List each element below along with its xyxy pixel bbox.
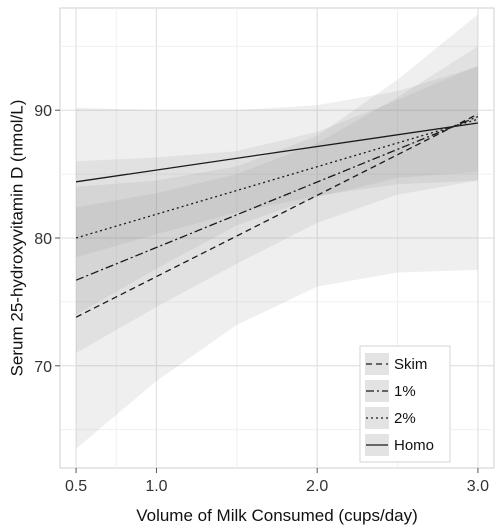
legend: Skim 1% 2% Homo — [359, 345, 451, 463]
y-axis: 70 80 90 — [34, 103, 60, 376]
y-axis-label: Serum 25-hydroxyvitamin D (nmol/L) — [7, 100, 26, 377]
confidence-bands — [76, 14, 478, 449]
plot-panel — [59, 7, 495, 469]
x-tick-label: 1.0 — [145, 478, 167, 495]
confidence-band-homo — [76, 66, 478, 258]
legend-label: 2% — [394, 410, 416, 427]
y-tick-label: 70 — [34, 359, 52, 376]
x-axis-label: Volume of Milk Consumed (cups/day) — [136, 506, 418, 525]
y-tick-label: 80 — [34, 231, 52, 248]
x-axis: 0.5 1.0 2.0 3.0 — [65, 468, 489, 495]
legend-label: Skim — [394, 356, 427, 373]
series-line-homo — [76, 122, 478, 183]
series-line-skim — [75, 113, 479, 318]
series-lines — [75, 113, 479, 318]
legend-label: Homo — [394, 437, 434, 454]
x-tick-label: 0.5 — [65, 478, 87, 495]
confidence-band-skim — [76, 14, 478, 449]
y-tick-label: 90 — [34, 103, 52, 120]
legend-label: 1% — [394, 383, 416, 400]
confidence-band-2pct — [76, 65, 478, 315]
x-tick-label: 2.0 — [306, 478, 328, 495]
confidence-band-1pct — [76, 46, 478, 354]
x-tick-label: 3.0 — [467, 478, 489, 495]
